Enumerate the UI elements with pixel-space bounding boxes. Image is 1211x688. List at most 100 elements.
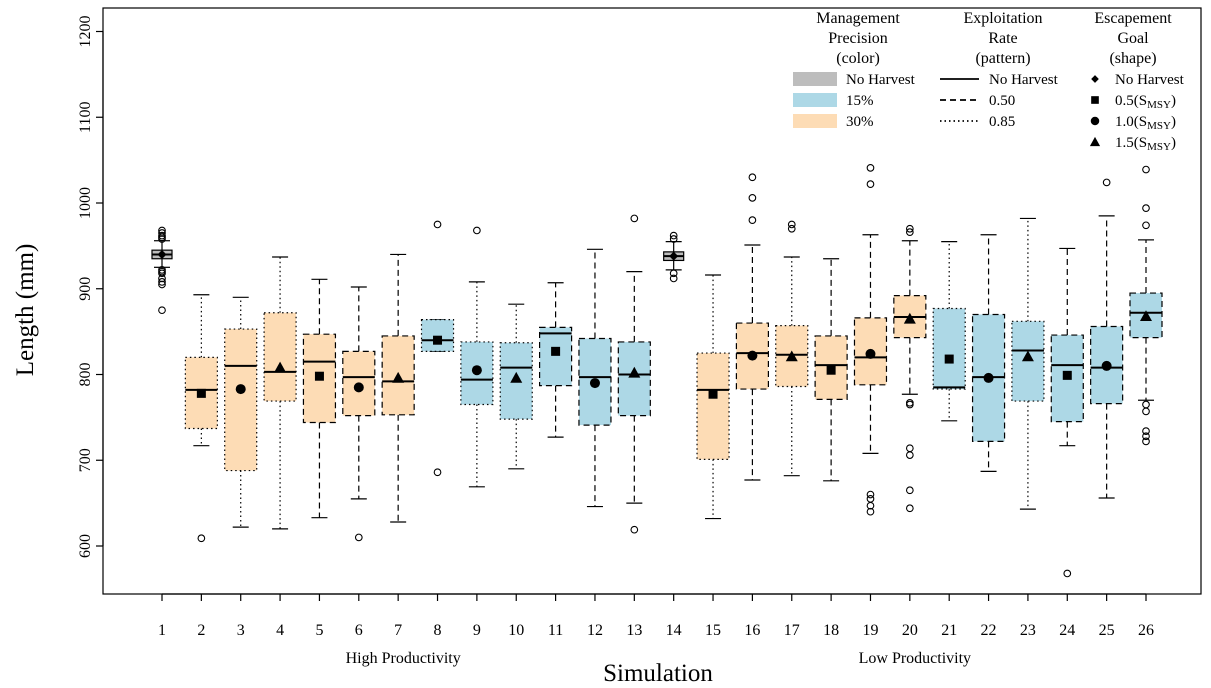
legend-swatch [793, 72, 837, 86]
box-sim-6 [342, 286, 376, 542]
outlier-point [866, 507, 875, 516]
outlier-point [1142, 407, 1150, 416]
mean-marker [1090, 116, 1100, 126]
box-iqr [617, 341, 651, 417]
mean-marker [944, 354, 954, 364]
x-tick-label: 8 [434, 622, 442, 639]
legend-title: Rate [988, 30, 1017, 47]
outlier-point [1142, 427, 1150, 435]
box-iqr [263, 312, 297, 402]
x-axis-label: Simulation [603, 660, 713, 687]
box-sim-19 [853, 163, 888, 516]
outlier-point [158, 231, 166, 240]
outlier-point [433, 220, 442, 229]
mean-marker [1089, 136, 1101, 147]
mean-marker [826, 365, 836, 375]
group-label-low: Low Productivity [859, 650, 971, 667]
x-tick-label: 14 [666, 622, 682, 639]
outlier-point [905, 486, 914, 495]
x-tick-label: 19 [862, 622, 878, 639]
outlier-point [1142, 204, 1150, 212]
outlier-point [669, 274, 678, 283]
box-iqr [932, 307, 966, 390]
outlier-point [197, 534, 206, 543]
legend-item-label: 1.0(SMSY) [1115, 114, 1176, 132]
mean-marker [1101, 360, 1112, 371]
mean-marker [747, 350, 758, 361]
x-tick-label: 22 [981, 622, 997, 639]
y-tick-label: 900 [77, 277, 94, 301]
legend-title: (pattern) [975, 50, 1030, 67]
mean-marker [865, 348, 876, 359]
outlier-point [630, 525, 639, 534]
box-iqr [224, 328, 258, 472]
x-tick-label: 12 [587, 622, 603, 639]
x-tick-label: 21 [941, 622, 957, 639]
x-tick-label: 3 [237, 622, 245, 639]
box-sim-2 [184, 294, 218, 543]
x-tick-label: 26 [1138, 622, 1154, 639]
legend-title: Exploitation [963, 10, 1042, 27]
y-axis-label: Length (mm) [12, 244, 39, 377]
x-tick-label: 20 [902, 622, 918, 639]
legend-title: Escapement [1094, 10, 1172, 27]
legend-title: Goal [1117, 30, 1149, 47]
outlier-point [787, 224, 796, 233]
outlier-point [354, 533, 363, 542]
box-sim-25 [1090, 178, 1124, 499]
mean-marker [589, 378, 600, 389]
x-tick-label: 6 [355, 622, 363, 639]
x-tick-label: 1 [158, 622, 166, 639]
outlier-point [905, 451, 914, 459]
box-sim-4 [263, 256, 297, 530]
mean-marker [392, 371, 405, 383]
box-sim-9 [460, 226, 494, 488]
x-tick-label: 23 [1020, 622, 1036, 639]
outlier-point [866, 490, 875, 499]
box-iqr [696, 352, 730, 460]
outlier-point [1142, 432, 1150, 441]
box-iqr [538, 326, 573, 387]
legend-item-label: No Harvest [846, 72, 916, 88]
legend-item-label: 0.5(SMSY) [1115, 93, 1176, 111]
legend-exploitation: Exploitation Rate (pattern) No Harvest 0.50 0… [940, 10, 1059, 130]
legend-item-label: 30% [846, 114, 874, 130]
box-sim-10 [499, 303, 533, 470]
box-sim-22 [971, 234, 1006, 472]
outlier-point [748, 216, 757, 224]
mean-marker [551, 346, 561, 356]
mean-marker [353, 382, 364, 393]
box-sim-7 [381, 253, 415, 523]
mean-marker [314, 371, 324, 381]
x-tick-label: 18 [823, 622, 839, 639]
y-tick-label: 1000 [77, 187, 94, 219]
mean-marker [235, 384, 246, 395]
mean-marker [785, 350, 798, 362]
y-tick-label: 600 [77, 534, 94, 558]
legend-title: Precision [828, 30, 888, 47]
legend-swatch [793, 93, 837, 107]
box-sim-14 [663, 231, 685, 283]
x-tick-label: 11 [548, 622, 563, 639]
x-tick-label: 24 [1059, 622, 1075, 639]
mean-marker [510, 371, 523, 383]
x-tick-label: 15 [705, 622, 721, 639]
mean-marker [1062, 370, 1072, 380]
legend-item-label: No Harvest [989, 72, 1059, 88]
outlier-point [158, 266, 166, 274]
outlier-point [669, 269, 678, 278]
x-tick-label: 10 [508, 622, 524, 639]
mean-marker [433, 335, 443, 345]
outlier-point [669, 235, 678, 243]
box-sim-13 [617, 214, 651, 534]
box-sim-3 [224, 296, 258, 528]
x-tick-label: 16 [744, 622, 760, 639]
box-sim-11 [538, 282, 573, 438]
outlier-point [1063, 569, 1072, 578]
legend-item-label: 15% [846, 93, 874, 109]
y-tick-label: 1200 [77, 16, 94, 48]
mean-marker [196, 388, 206, 398]
mean-marker [1021, 350, 1034, 362]
box-sim-17 [775, 220, 809, 477]
